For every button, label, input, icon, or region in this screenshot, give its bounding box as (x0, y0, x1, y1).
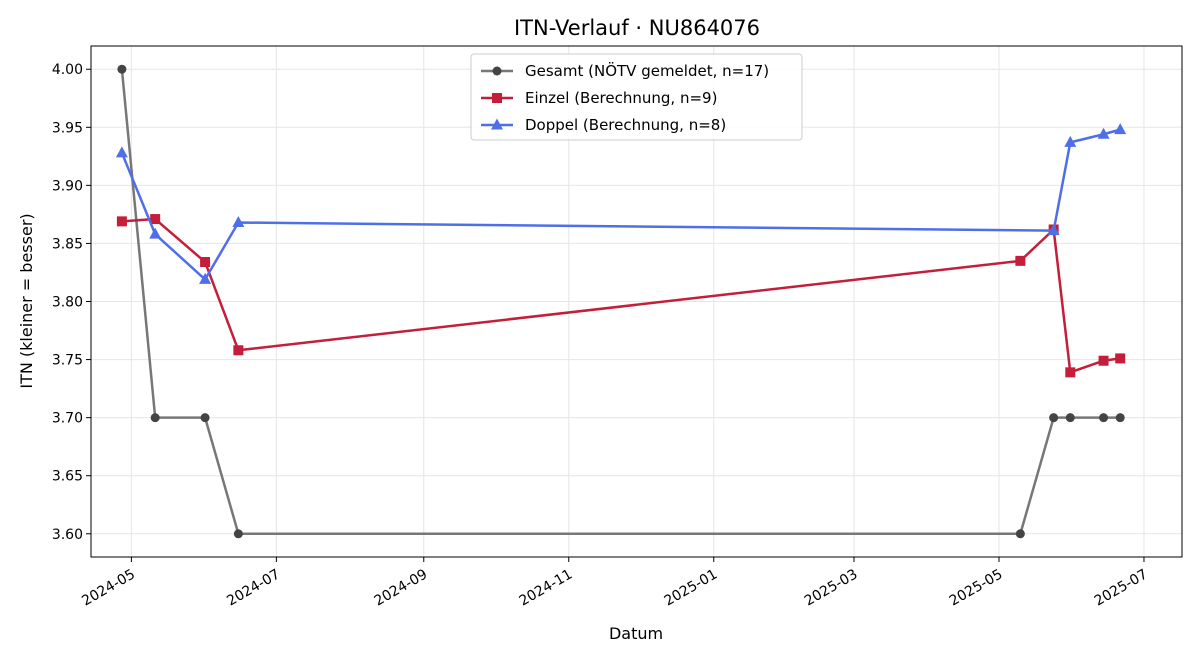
data-point (1049, 413, 1059, 423)
x-tick-label: 2024-11 (517, 566, 576, 609)
y-tick-label: 3.85 (52, 236, 83, 252)
data-point (1115, 413, 1125, 423)
series-line (120, 128, 1121, 281)
y-tick-label: 3.80 (52, 295, 83, 311)
y-tick-label: 3.90 (52, 178, 83, 194)
y-tick-label: 4.00 (52, 62, 83, 78)
data-point (150, 413, 160, 423)
x-tick-label: 2024-05 (79, 566, 138, 609)
data-point (200, 413, 210, 423)
chart-title: ITN-Verlauf · NU864076 (514, 16, 760, 40)
x-axis-label: Datum (609, 624, 663, 643)
data-point (232, 216, 245, 228)
data-point (1098, 355, 1109, 366)
data-point (149, 227, 162, 239)
legend: Gesamt (NÖTV gemeldet, n=17) Einzel (Bere… (470, 53, 803, 141)
legend-box (470, 53, 803, 141)
data-point (115, 146, 128, 158)
grid (91, 46, 1182, 557)
x-tick-label: 2025-03 (802, 566, 861, 609)
data-point (233, 529, 243, 539)
y-axis-label: ITN (kleiner = besser) (17, 213, 36, 388)
x-tick-label: 2024-09 (372, 566, 431, 609)
data-point (117, 64, 127, 74)
y-tick-label: 3.65 (52, 469, 83, 485)
series-2 (116, 214, 1126, 378)
data-point (1097, 127, 1110, 139)
data-point (1099, 413, 1109, 423)
y-tick-label: 3.95 (52, 120, 83, 136)
x-tick-label: 2025-01 (662, 566, 721, 609)
data-point (1015, 255, 1026, 266)
data-point (150, 214, 161, 225)
x-tick-label: 2024-07 (224, 566, 283, 609)
data-point (1047, 224, 1060, 236)
legend-marker (492, 93, 502, 103)
legend-marker (492, 66, 502, 76)
data-point (233, 345, 244, 356)
data-point (1015, 529, 1025, 539)
series-layer (115, 64, 1127, 539)
series-1 (117, 64, 1125, 539)
legend-marker (491, 118, 503, 130)
data-point (200, 257, 211, 268)
data-point (1065, 367, 1076, 378)
data-point (199, 272, 212, 284)
x-tick-label: 2025-07 (1092, 566, 1151, 609)
y-tick-label: 3.60 (52, 527, 83, 543)
legend-entry: Doppel (Berechnung, n=8) (525, 116, 726, 134)
data-point (1115, 353, 1126, 364)
y-tick-label: 3.70 (52, 411, 83, 427)
legend-entry: Gesamt (NÖTV gemeldet, n=17) (525, 61, 769, 80)
legend-entry: Einzel (Berechnung, n=9) (525, 89, 717, 107)
data-point (1065, 413, 1075, 423)
data-point (116, 216, 127, 227)
axes: 3.60 3.65 3.70 3.75 3.80 3.85 3.90 3.95 4.00 2024… (52, 62, 1151, 609)
series-line (121, 217, 1121, 374)
data-point (1114, 123, 1127, 135)
data-point (1064, 135, 1077, 147)
y-tick-label: 3.75 (52, 353, 83, 369)
series-3 (115, 123, 1127, 284)
x-tick-label: 2025-05 (947, 566, 1006, 609)
